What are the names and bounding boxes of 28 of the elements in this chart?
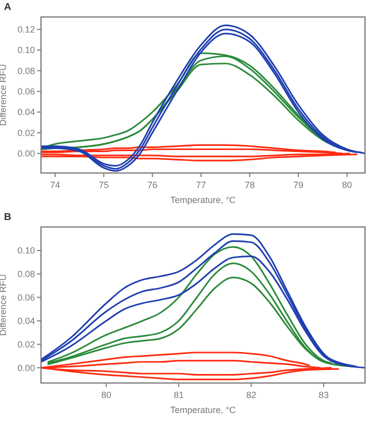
x-tick-label: 75 bbox=[98, 180, 109, 190]
x-axis-title: Temperature, °C bbox=[170, 195, 236, 205]
y-tick-label: 0.02 bbox=[17, 339, 35, 350]
x-tick-label: 77 bbox=[196, 180, 206, 190]
x-tick-label: 82 bbox=[246, 390, 256, 400]
x-tick-label: 78 bbox=[244, 180, 255, 190]
x-tick-label: 76 bbox=[147, 180, 158, 190]
y-tick-label: 0.10 bbox=[17, 246, 35, 256]
x-axis-title: Temperature, °C bbox=[170, 405, 236, 415]
x-tick-label: 79 bbox=[293, 180, 304, 190]
y-tick-label: 0.04 bbox=[17, 316, 35, 326]
y-tick-label: 0.08 bbox=[17, 269, 35, 280]
y-tick-label: 0.08 bbox=[17, 66, 35, 76]
y-tick-label: 0.12 bbox=[17, 24, 35, 35]
x-tick-label: 74 bbox=[50, 180, 60, 190]
y-tick-label: 0.06 bbox=[17, 86, 35, 97]
chart-title: B bbox=[4, 212, 12, 223]
y-tick-label: 0.00 bbox=[17, 148, 35, 159]
y-tick-label: 0.00 bbox=[17, 362, 35, 373]
chart-title: A bbox=[4, 2, 12, 13]
y-tick-label: 0.10 bbox=[17, 45, 35, 56]
y-tick-label: 0.04 bbox=[17, 107, 35, 118]
x-tick-label: 81 bbox=[174, 390, 184, 400]
x-tick-label: 80 bbox=[342, 180, 352, 190]
x-tick-label: 80 bbox=[101, 390, 112, 400]
x-tick-label: 83 bbox=[318, 390, 329, 400]
y-tick-label: 0.06 bbox=[17, 292, 35, 303]
y-tick-label: 0.02 bbox=[17, 128, 35, 138]
